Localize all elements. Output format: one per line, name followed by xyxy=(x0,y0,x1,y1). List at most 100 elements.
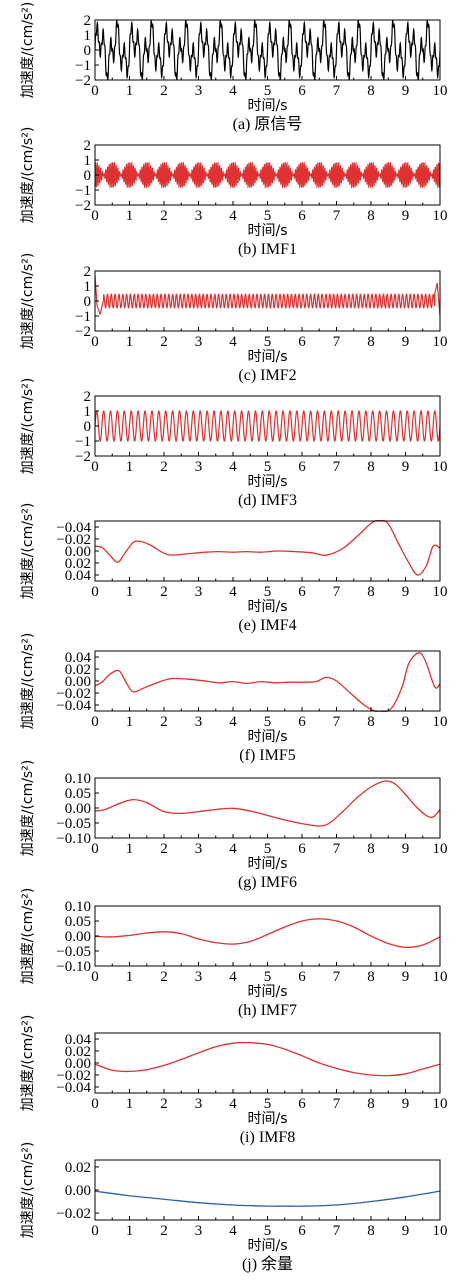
x-axis-label: 时间/s xyxy=(247,349,287,365)
y-tick-label: 0.05 xyxy=(65,914,91,930)
x-tick-label: 8 xyxy=(367,969,375,985)
x-tick-label: 8 xyxy=(367,83,375,99)
y-axis-label: 加速度/(cm/s²) xyxy=(20,760,36,857)
x-axis-label: 时间/s xyxy=(247,599,287,615)
x-tick-label: 2 xyxy=(160,208,168,224)
panel-caption: (b) IMF1 xyxy=(238,241,297,258)
x-tick-label: 0 xyxy=(91,1096,99,1112)
series-line xyxy=(95,652,440,712)
x-tick-label: 10 xyxy=(433,83,448,99)
y-tick-label: 0.04 xyxy=(65,1032,92,1048)
x-tick-label: 0 xyxy=(91,841,99,857)
y-tick-label: −2 xyxy=(75,73,91,89)
x-tick-label: 0 xyxy=(91,714,99,730)
series-line xyxy=(95,520,440,576)
plot-frame xyxy=(94,1159,441,1221)
x-tick-label: 4 xyxy=(229,1223,237,1239)
x-tick-label: 8 xyxy=(367,1096,375,1112)
y-tick-label: −0.10 xyxy=(56,831,91,847)
y-tick-label: 0.00 xyxy=(65,1183,91,1199)
x-tick-label: 5 xyxy=(264,841,272,857)
x-tick-label: 10 xyxy=(433,841,448,857)
panel-caption: (d) IMF3 xyxy=(238,492,297,509)
y-tick-label: 0.00 xyxy=(65,929,91,945)
x-tick-label: 7 xyxy=(333,969,341,985)
x-tick-label: 3 xyxy=(195,841,203,857)
x-tick-label: 9 xyxy=(402,208,410,224)
x-tick-label: 7 xyxy=(333,334,341,350)
panel-caption: (j) 余量 xyxy=(242,1254,293,1273)
y-tick-label: 0.00 xyxy=(65,1056,91,1072)
y-tick-label: −1 xyxy=(75,434,91,450)
x-tick-label: 10 xyxy=(433,334,448,350)
y-tick-label: 0.10 xyxy=(65,771,91,787)
y-tick-label: 0.02 xyxy=(65,662,91,678)
series-line xyxy=(95,20,440,80)
y-tick-label: −0.04 xyxy=(56,520,91,536)
x-tick-label: 5 xyxy=(264,208,272,224)
x-tick-label: 6 xyxy=(298,334,306,350)
x-tick-label: 1 xyxy=(126,1096,134,1112)
y-tick-label: 0.02 xyxy=(65,1160,91,1176)
x-tick-label: 7 xyxy=(333,841,341,857)
x-axis-label: 时间/s xyxy=(247,984,287,1000)
x-axis-label: 时间/s xyxy=(247,729,287,745)
x-tick-label: 5 xyxy=(264,1223,272,1239)
y-tick-label: −0.02 xyxy=(56,1068,91,1084)
x-tick-label: 6 xyxy=(298,1096,306,1112)
plot-frame xyxy=(94,650,441,712)
x-tick-label: 0 xyxy=(91,969,99,985)
panel-caption: (g) IMF6 xyxy=(238,874,297,891)
y-tick-label: 2 xyxy=(84,264,92,280)
y-tick-label: −0.05 xyxy=(56,816,91,832)
x-tick-label: 2 xyxy=(160,714,168,730)
x-tick-label: 8 xyxy=(367,459,375,475)
y-tick-label: 0.00 xyxy=(65,801,91,817)
series-line xyxy=(95,410,440,442)
y-tick-label: 0 xyxy=(84,43,92,59)
x-tick-label: 9 xyxy=(402,714,410,730)
x-tick-label: 0 xyxy=(91,83,99,99)
x-tick-label: 9 xyxy=(402,584,410,600)
x-tick-label: 7 xyxy=(333,1223,341,1239)
chart-panel: 0 1 2 3 4 5 6 7 8 9 10 0.040.020.00−0.02−0.04 加速度/(c… xyxy=(20,1015,448,1146)
x-tick-label: 7 xyxy=(333,714,341,730)
x-tick-label: 8 xyxy=(367,841,375,857)
panel-caption: (i) IMF8 xyxy=(240,1129,296,1146)
y-tick-label: 1 xyxy=(84,404,92,420)
x-tick-label: 0 xyxy=(91,208,99,224)
x-tick-label: 6 xyxy=(298,841,306,857)
y-axis-label: 加速度/(cm/s²) xyxy=(20,888,36,985)
x-tick-label: 10 xyxy=(433,969,448,985)
y-tick-label: 1 xyxy=(84,153,92,169)
y-tick-label: 0 xyxy=(84,294,92,310)
x-tick-label: 10 xyxy=(433,1223,448,1239)
x-tick-label: 3 xyxy=(195,459,203,475)
y-tick-label: 0.04 xyxy=(65,650,92,666)
x-axis-label: 时间/s xyxy=(247,98,287,114)
y-tick-label: −1 xyxy=(75,183,91,199)
x-tick-label: 0 xyxy=(91,1223,99,1239)
y-axis-label: 加速度/(cm/s²) xyxy=(20,503,36,600)
y-tick-label: 0 xyxy=(84,419,92,435)
x-tick-label: 9 xyxy=(402,969,410,985)
plot-frame xyxy=(94,905,441,967)
y-tick-label: −1 xyxy=(75,309,91,325)
x-tick-label: 8 xyxy=(367,334,375,350)
x-tick-label: 9 xyxy=(402,841,410,857)
x-tick-label: 8 xyxy=(367,208,375,224)
x-tick-label: 6 xyxy=(298,714,306,730)
x-tick-label: 0 xyxy=(91,584,99,600)
y-axis-label: 加速度/(cm/s²) xyxy=(20,2,36,99)
y-tick-label: −0.10 xyxy=(56,959,91,975)
y-tick-label: 0.04 xyxy=(65,568,92,584)
y-tick-label: 0.05 xyxy=(65,786,91,802)
y-axis-label: 加速度/(cm/s²) xyxy=(20,633,36,730)
x-tick-label: 7 xyxy=(333,459,341,475)
x-tick-label: 7 xyxy=(333,1096,341,1112)
x-tick-label: 5 xyxy=(264,1096,272,1112)
y-tick-label: 1 xyxy=(84,279,92,295)
x-tick-label: 5 xyxy=(264,459,272,475)
x-tick-label: 1 xyxy=(126,459,134,475)
x-tick-label: 10 xyxy=(433,584,448,600)
